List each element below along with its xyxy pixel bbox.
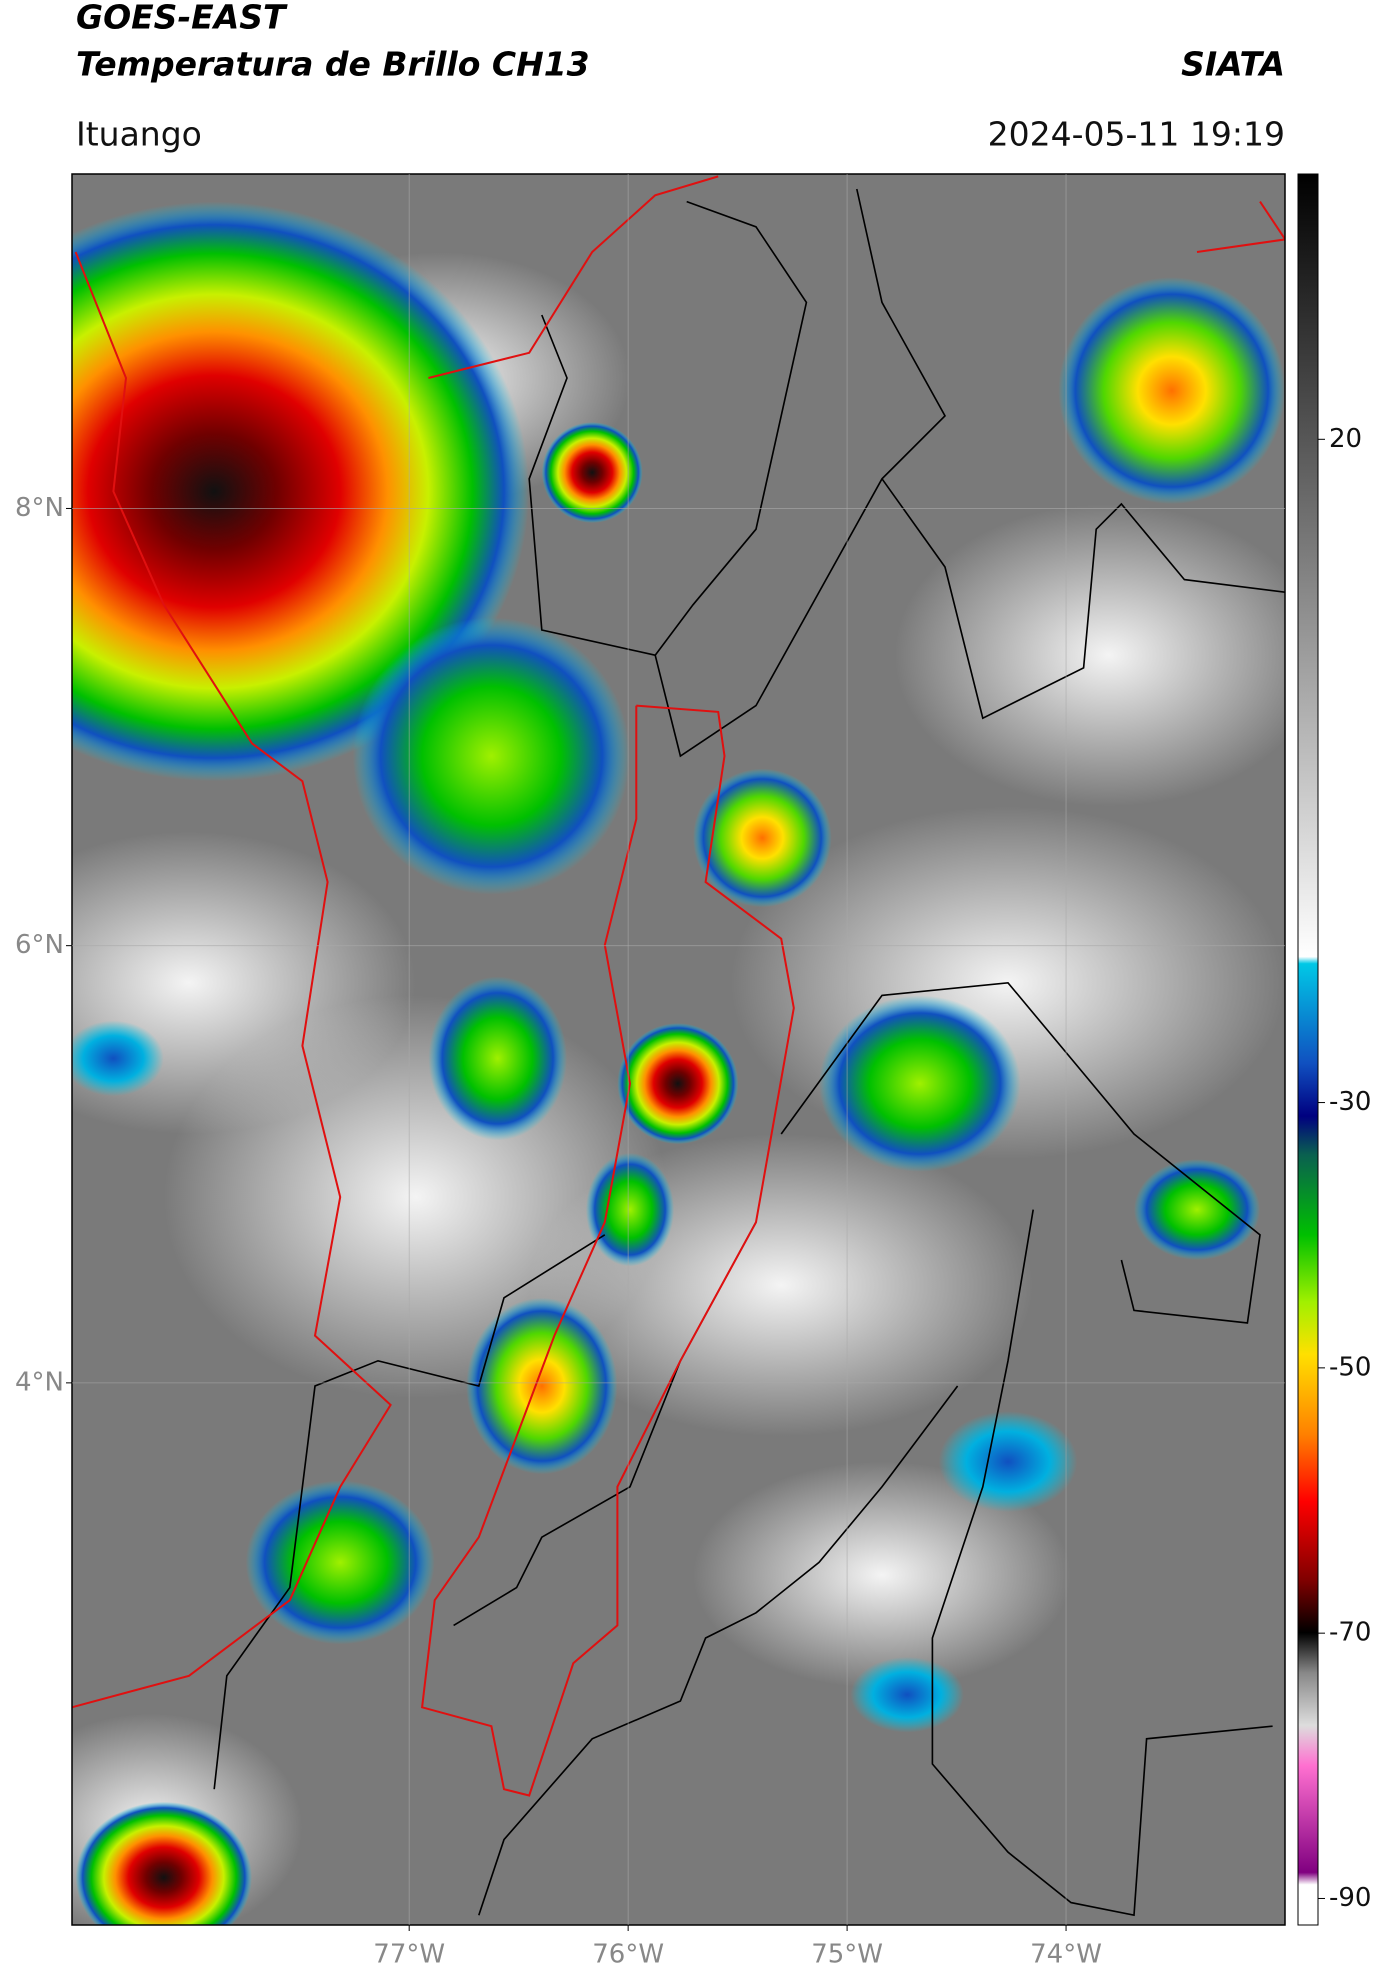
x-tick-label: 74°W (1030, 1940, 1102, 1970)
map-frame (71, 173, 1286, 1926)
y-tick-label: 8°N (15, 493, 64, 523)
datetime: 2024-05-11 19:19 (988, 115, 1285, 154)
source: SIATA (1181, 45, 1285, 84)
colorbar-tick-label: -90 (1329, 1883, 1371, 1913)
x-tick-label: 76°W (592, 1940, 664, 1970)
location: Ituango (76, 115, 202, 154)
y-tick-label: 4°N (15, 1367, 64, 1397)
colorbar-tick-label: -30 (1329, 1087, 1371, 1117)
colorbar (1297, 173, 1319, 1926)
x-tick-label: 75°W (811, 1940, 883, 1970)
colorbar-tick-label: 20 (1329, 424, 1362, 454)
x-tick-label: 77°W (373, 1940, 445, 1970)
satellite-image (72, 174, 1285, 1925)
subtitle: Temperatura de Brillo CH13 (76, 45, 590, 84)
colorbar-tick-label: -50 (1329, 1352, 1371, 1382)
title: GOES-EAST (76, 0, 288, 37)
colorbar-tick-label: -70 (1329, 1618, 1371, 1648)
y-tick-label: 6°N (15, 930, 64, 960)
